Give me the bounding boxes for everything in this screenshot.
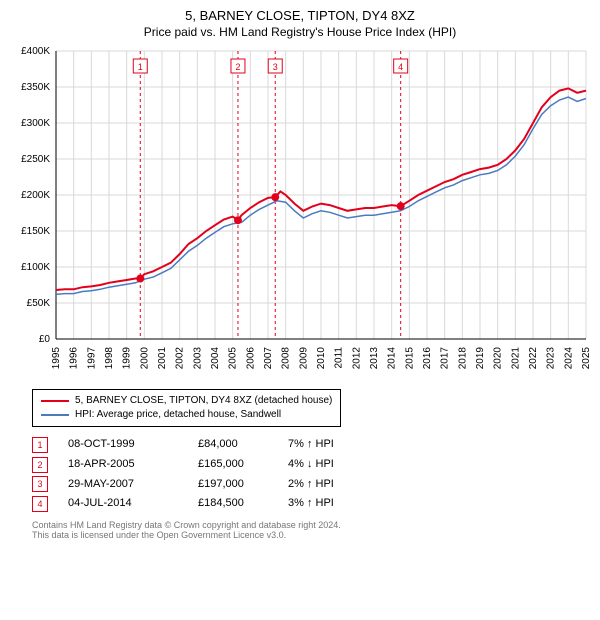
- svg-text:2024: 2024: [563, 347, 574, 370]
- marker-row: 2 18-APR-2005 £165,000 4% ↓ HPI: [32, 455, 592, 475]
- svg-text:2002: 2002: [175, 347, 186, 370]
- svg-text:2020: 2020: [493, 347, 504, 370]
- legend-swatch: [41, 400, 69, 402]
- marker-price: £184,500: [198, 494, 268, 514]
- svg-text:1997: 1997: [86, 347, 97, 370]
- svg-text:£350K: £350K: [21, 82, 50, 93]
- marker-delta: 3% ↑ HPI: [288, 494, 368, 514]
- marker-date: 29-MAY-2007: [68, 475, 178, 495]
- svg-text:1: 1: [138, 62, 143, 72]
- marker-date: 08-OCT-1999: [68, 435, 178, 455]
- marker-delta: 2% ↑ HPI: [288, 475, 368, 495]
- svg-text:2025: 2025: [581, 347, 592, 370]
- marker-delta: 4% ↓ HPI: [288, 455, 368, 475]
- svg-text:2010: 2010: [316, 347, 327, 370]
- svg-text:2004: 2004: [210, 347, 221, 370]
- svg-text:2: 2: [235, 62, 240, 72]
- marker-number: 3: [32, 476, 48, 492]
- price-chart: £0 £50K £100K £150K £200K £250K £300K £350K £400…: [8, 45, 592, 385]
- marker-date: 18-APR-2005: [68, 455, 178, 475]
- footnote-line1: Contains HM Land Registry data © Crown c…: [32, 520, 592, 530]
- marker-row: 1 08-OCT-1999 £84,000 7% ↑ HPI: [32, 435, 592, 455]
- footnote-line2: This data is licensed under the Open Gov…: [32, 530, 592, 540]
- svg-text:2015: 2015: [404, 347, 415, 370]
- svg-text:£400K: £400K: [21, 46, 50, 57]
- svg-text:2022: 2022: [528, 347, 539, 370]
- svg-text:£150K: £150K: [21, 226, 50, 237]
- svg-text:2016: 2016: [422, 347, 433, 370]
- marker-date: 04-JUL-2014: [68, 494, 178, 514]
- svg-text:2008: 2008: [281, 347, 292, 370]
- legend-label: HPI: Average price, detached house, Sand…: [75, 408, 281, 422]
- marker-delta: 7% ↑ HPI: [288, 435, 368, 455]
- svg-text:1995: 1995: [51, 347, 62, 370]
- svg-text:2023: 2023: [546, 347, 557, 370]
- marker-price: £197,000: [198, 475, 268, 495]
- svg-text:2007: 2007: [263, 347, 274, 370]
- svg-text:£300K: £300K: [21, 118, 50, 129]
- svg-text:2021: 2021: [510, 347, 521, 370]
- marker-price: £84,000: [198, 435, 268, 455]
- marker-row: 3 29-MAY-2007 £197,000 2% ↑ HPI: [32, 475, 592, 495]
- svg-text:2005: 2005: [228, 347, 239, 370]
- svg-text:2019: 2019: [475, 347, 486, 370]
- svg-text:£250K: £250K: [21, 154, 50, 165]
- svg-text:2011: 2011: [334, 347, 345, 369]
- marker-number: 2: [32, 457, 48, 473]
- svg-text:1998: 1998: [104, 347, 115, 370]
- legend-item: HPI: Average price, detached house, Sand…: [41, 408, 332, 422]
- svg-text:£200K: £200K: [21, 190, 50, 201]
- marker-row: 4 04-JUL-2014 £184,500 3% ↑ HPI: [32, 494, 592, 514]
- svg-text:4: 4: [398, 62, 403, 72]
- marker-number: 1: [32, 437, 48, 453]
- footnote: Contains HM Land Registry data © Crown c…: [32, 520, 592, 540]
- svg-text:2003: 2003: [192, 347, 203, 370]
- svg-text:2006: 2006: [245, 347, 256, 370]
- marker-table: 1 08-OCT-1999 £84,000 7% ↑ HPI 2 18-APR-2005 £…: [32, 435, 592, 514]
- svg-text:£0: £0: [39, 334, 51, 345]
- svg-text:2012: 2012: [351, 347, 362, 370]
- svg-text:2009: 2009: [298, 347, 309, 370]
- chart-title-line2: Price paid vs. HM Land Registry's House …: [8, 25, 592, 39]
- svg-text:£50K: £50K: [27, 298, 51, 309]
- legend-label: 5, BARNEY CLOSE, TIPTON, DY4 8XZ (detach…: [75, 394, 332, 408]
- svg-text:2013: 2013: [369, 347, 380, 370]
- legend-item: 5, BARNEY CLOSE, TIPTON, DY4 8XZ (detach…: [41, 394, 332, 408]
- svg-text:1996: 1996: [69, 347, 80, 370]
- chart-title-line1: 5, BARNEY CLOSE, TIPTON, DY4 8XZ: [8, 8, 592, 23]
- legend: 5, BARNEY CLOSE, TIPTON, DY4 8XZ (detach…: [32, 389, 341, 427]
- svg-text:2017: 2017: [440, 347, 451, 370]
- legend-swatch: [41, 414, 69, 416]
- marker-number: 4: [32, 496, 48, 512]
- svg-text:£100K: £100K: [21, 262, 50, 273]
- svg-text:3: 3: [273, 62, 278, 72]
- svg-text:2000: 2000: [139, 347, 150, 370]
- svg-text:2018: 2018: [457, 347, 468, 370]
- svg-text:1999: 1999: [122, 347, 133, 370]
- svg-text:2001: 2001: [157, 347, 168, 370]
- marker-price: £165,000: [198, 455, 268, 475]
- svg-text:2014: 2014: [387, 347, 398, 370]
